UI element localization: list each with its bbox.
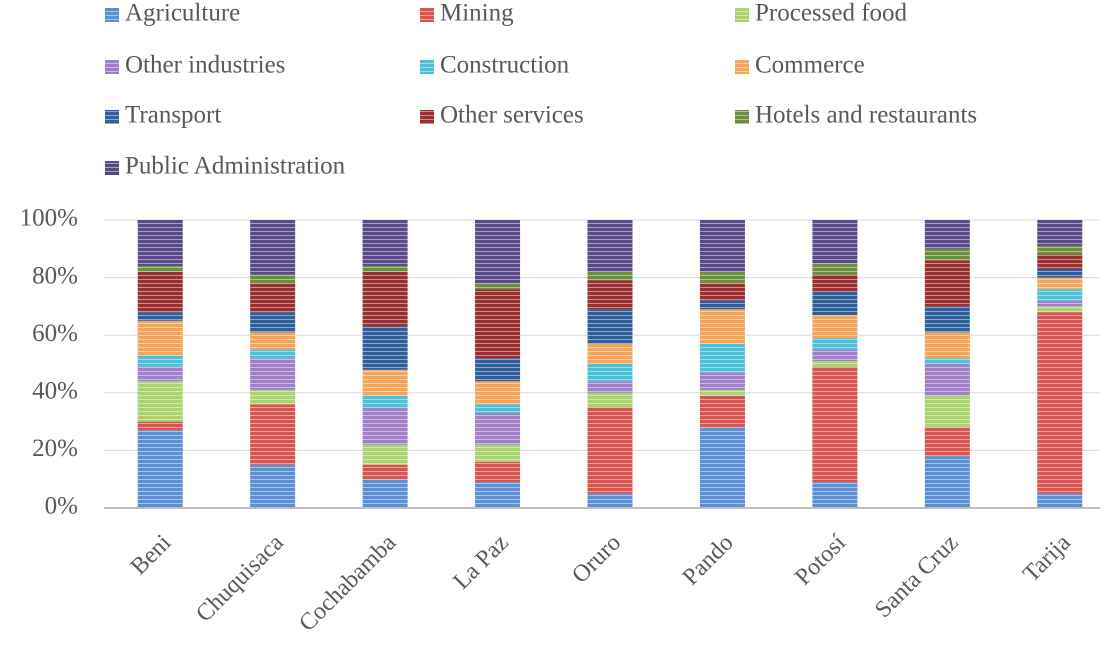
y-tick-label: 0% [45, 493, 78, 520]
x-tick-label: Cochabamba [294, 530, 401, 637]
bar-stripes [812, 220, 858, 508]
y-tick-label: 40% [32, 378, 78, 405]
bar-stripes [137, 220, 183, 508]
x-tick-label: Chuquisaca [191, 530, 289, 628]
legend-swatch-stripes [735, 8, 749, 22]
bar-stripes [250, 220, 296, 508]
legend-label: Processed food [755, 0, 908, 27]
y-tick-label: 20% [32, 435, 78, 462]
legend-label: Commerce [755, 52, 865, 79]
legend-label: Hotels and restaurants [755, 102, 977, 129]
x-tick-label: Tarija [1018, 530, 1076, 588]
y-tick-label: 80% [32, 262, 78, 289]
x-tick-label: Oruro [567, 530, 626, 589]
legend-swatch-stripes [105, 161, 119, 175]
legend-swatch-stripes [735, 60, 749, 74]
legend-label: Public Administration [125, 153, 346, 180]
legend-label: Other services [440, 102, 584, 129]
legend-swatch-stripes [735, 110, 749, 124]
legend-swatch-stripes [420, 8, 434, 22]
y-tick-label: 100% [20, 205, 78, 232]
legend-swatch-stripes [420, 110, 434, 124]
y-tick-label: 60% [32, 320, 78, 347]
bar-stripes [1037, 220, 1083, 508]
x-tick-label: Potosí [790, 530, 851, 591]
legend-label: Construction [440, 52, 570, 79]
legend-swatch-stripes [105, 60, 119, 74]
bar-stripes [699, 220, 745, 508]
legend-label: Mining [440, 0, 514, 27]
legend-swatch-stripes [105, 8, 119, 22]
x-tick-label: Pando [678, 530, 739, 591]
bar-stripes [587, 220, 633, 508]
legend-label: Agriculture [125, 0, 240, 27]
legend-label: Other industries [125, 52, 285, 79]
bar-stripes [924, 220, 970, 508]
bar-stripes [475, 220, 521, 508]
legend-swatch-stripes [420, 60, 434, 74]
legend-swatch-stripes [105, 110, 119, 124]
x-tick-label: La Paz [449, 530, 514, 595]
bar-stripes [362, 220, 408, 508]
legend-label: Transport [125, 102, 221, 129]
x-tick-label: Santa Cruz [870, 530, 963, 623]
x-tick-label: Beni [126, 530, 177, 581]
